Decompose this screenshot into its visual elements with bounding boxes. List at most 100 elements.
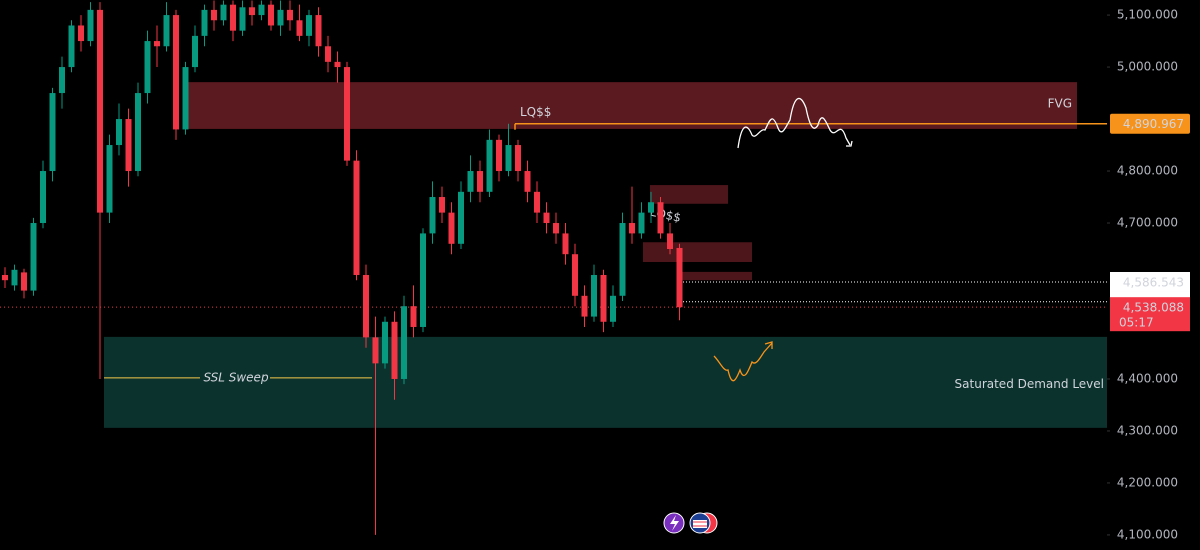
candle-body <box>87 9 94 42</box>
candle-body <box>401 306 407 379</box>
candle-body <box>667 233 673 250</box>
candle-body <box>562 233 569 255</box>
y-tick-label: 5,100.000 <box>1117 8 1178 22</box>
candle-body <box>505 145 512 172</box>
zone <box>680 271 752 281</box>
price-label: 4,586.543 <box>1123 275 1184 289</box>
candle-body <box>410 306 417 327</box>
candle-body <box>211 9 217 21</box>
price-label-bg <box>1110 271 1190 292</box>
indicator-icons[interactable] <box>663 512 718 534</box>
zone <box>185 82 1077 129</box>
y-tick-label: 5,000.000 <box>1117 60 1178 74</box>
candle-body <box>391 321 398 379</box>
y-tick-label: 4,700.000 <box>1117 216 1178 230</box>
candle-body <box>648 202 654 213</box>
candle-body <box>515 145 521 172</box>
candle-body <box>116 119 122 146</box>
candle-body <box>467 171 474 192</box>
zone <box>643 242 752 263</box>
candle-body <box>220 4 227 21</box>
candle-body <box>657 202 664 234</box>
candle-body <box>30 223 37 291</box>
y-tick-label: 4,400.000 <box>1117 371 1178 385</box>
zone-label: Saturated Demand Level <box>955 377 1104 391</box>
candle-body <box>21 272 27 291</box>
candle-body <box>287 9 293 21</box>
candle-body <box>458 191 464 244</box>
candle-body <box>524 171 531 192</box>
candle-body <box>543 212 550 224</box>
y-tick-label: 4,300.000 <box>1117 423 1178 437</box>
price-label-bg <box>1110 113 1190 134</box>
ssl-sweep-label: SSL Sweep <box>203 370 269 384</box>
zone <box>650 185 728 204</box>
candle-body <box>382 321 388 364</box>
candle-body <box>59 67 65 94</box>
y-tick-label: 4,200.000 <box>1117 475 1178 489</box>
drawing-orange <box>713 341 773 382</box>
candle-body <box>477 171 483 192</box>
candle-body <box>68 25 75 68</box>
candle-body <box>106 145 113 213</box>
candle-body <box>619 223 626 296</box>
lq-label: LQ$$ <box>649 205 683 225</box>
candle-body <box>296 20 303 36</box>
last-price-label: 4,538.088 <box>1123 301 1184 315</box>
candle-body <box>334 61 341 68</box>
candle-body <box>249 7 255 16</box>
candle-body <box>154 41 160 47</box>
candle-body <box>591 275 597 317</box>
candle-body <box>676 247 683 308</box>
candle-body <box>268 4 274 26</box>
candle-body <box>496 139 502 172</box>
y-tick-label: 4,100.000 <box>1117 527 1178 541</box>
candle-body <box>638 212 645 234</box>
candle-body <box>325 46 331 62</box>
candle-body <box>610 295 616 322</box>
price-label: 4,890.967 <box>1123 117 1184 131</box>
zone-label: FVG <box>1048 97 1072 111</box>
candle-body <box>629 223 635 234</box>
last-price-label-bg <box>1110 297 1190 332</box>
candle-body <box>572 254 578 296</box>
candle-body <box>439 197 445 213</box>
candle-body <box>173 15 179 130</box>
candle-body <box>192 35 198 68</box>
candle-body <box>97 9 103 213</box>
candle-body <box>600 275 607 322</box>
candle-body <box>135 93 141 172</box>
candle-body <box>429 197 436 234</box>
y-tick-label: 4,800.000 <box>1117 164 1178 178</box>
zone <box>104 336 1107 428</box>
candle-body <box>78 25 84 42</box>
candle-body <box>363 275 369 338</box>
candle-body <box>182 67 189 130</box>
candle-body <box>11 269 18 286</box>
candle-body <box>163 15 170 47</box>
candle-body <box>344 67 350 161</box>
candle-body <box>40 171 46 224</box>
candle-body <box>144 41 151 94</box>
candle-body <box>372 337 379 364</box>
drawing-white <box>737 97 853 149</box>
candle-body <box>353 160 360 275</box>
candle-body <box>230 4 236 31</box>
candle-body <box>534 191 540 213</box>
candle-body <box>448 212 455 244</box>
candle-body <box>315 15 322 47</box>
candle-body <box>201 9 208 36</box>
candle-body <box>306 15 312 36</box>
candle-body <box>486 139 493 192</box>
candle-body <box>239 7 246 31</box>
countdown: 05:17 <box>1119 316 1154 330</box>
candle-body <box>49 93 56 172</box>
candle-body <box>420 233 426 327</box>
candle-body <box>125 119 132 172</box>
candle-body <box>2 275 8 281</box>
candle-body <box>581 295 588 317</box>
lq-label: LQ$$ <box>520 105 551 119</box>
candle-body <box>277 9 284 26</box>
